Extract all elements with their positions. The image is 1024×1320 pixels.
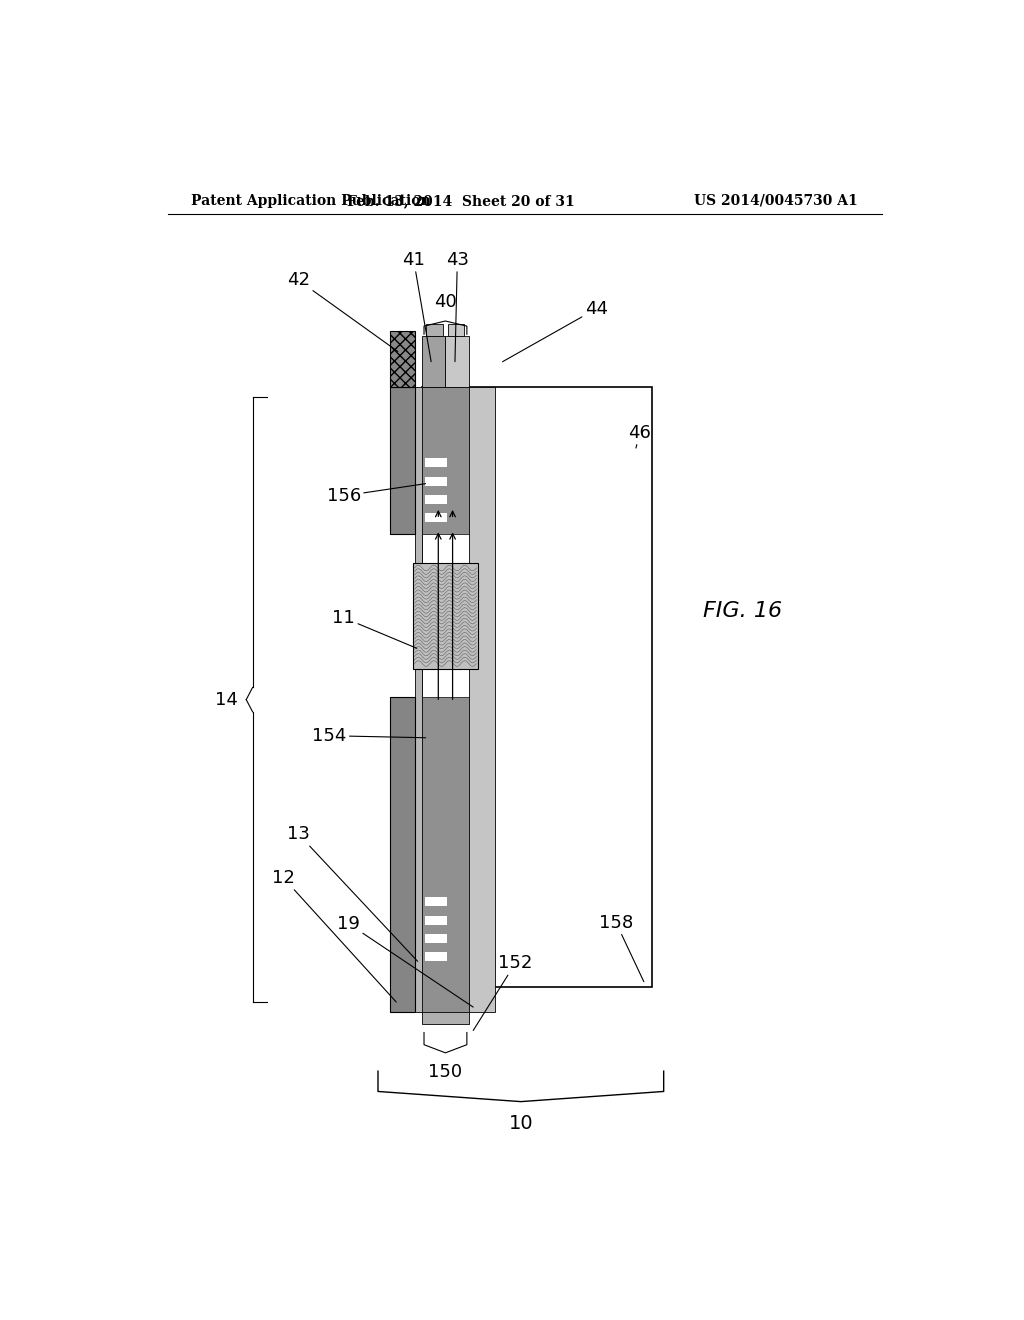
Bar xyxy=(422,1012,469,1024)
Bar xyxy=(425,952,446,961)
Text: 42: 42 xyxy=(287,272,397,351)
Bar xyxy=(422,387,652,987)
Text: 46: 46 xyxy=(629,424,651,447)
Text: 44: 44 xyxy=(503,300,607,362)
Bar xyxy=(425,477,446,486)
Bar xyxy=(445,337,469,387)
Text: 10: 10 xyxy=(509,1114,534,1133)
Text: 14: 14 xyxy=(215,690,239,709)
Bar xyxy=(422,697,469,1012)
Bar xyxy=(390,331,416,387)
Bar xyxy=(422,387,469,535)
Bar xyxy=(425,898,446,907)
Bar xyxy=(416,387,422,1012)
Bar xyxy=(425,513,446,523)
Text: 41: 41 xyxy=(402,251,431,362)
Text: 158: 158 xyxy=(599,913,644,982)
Text: Patent Application Publication: Patent Application Publication xyxy=(191,194,431,209)
Text: 19: 19 xyxy=(337,915,473,1007)
Text: 11: 11 xyxy=(333,609,417,648)
Text: Feb. 13, 2014  Sheet 20 of 31: Feb. 13, 2014 Sheet 20 of 31 xyxy=(347,194,575,209)
Bar xyxy=(425,495,446,504)
Bar xyxy=(390,387,416,535)
Bar xyxy=(447,325,465,337)
Text: US 2014/0045730 A1: US 2014/0045730 A1 xyxy=(694,194,858,209)
Bar xyxy=(425,935,446,942)
Bar xyxy=(426,325,443,337)
Text: 13: 13 xyxy=(287,825,418,961)
Text: 152: 152 xyxy=(473,954,532,1031)
Text: 12: 12 xyxy=(272,869,396,1002)
Text: 156: 156 xyxy=(327,483,426,504)
Text: 154: 154 xyxy=(312,727,426,744)
Bar xyxy=(422,337,445,387)
Text: 43: 43 xyxy=(445,251,469,362)
Bar xyxy=(425,458,446,467)
Bar xyxy=(390,697,416,1012)
Text: 40: 40 xyxy=(434,293,457,312)
Bar xyxy=(469,387,495,1012)
Bar xyxy=(413,562,478,669)
Text: 150: 150 xyxy=(428,1063,463,1081)
Text: FIG. 16: FIG. 16 xyxy=(703,601,782,620)
Bar xyxy=(425,916,446,925)
